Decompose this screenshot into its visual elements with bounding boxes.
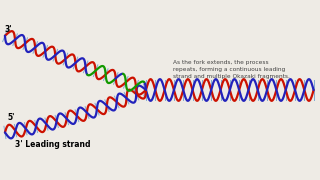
Text: 3': 3' — [5, 25, 12, 34]
Text: 3' Leading strand: 3' Leading strand — [15, 140, 90, 149]
Text: As the fork extends, the process
repeats, forming a continuous leading
strand an: As the fork extends, the process repeats… — [172, 60, 290, 79]
Text: 5': 5' — [8, 113, 15, 122]
